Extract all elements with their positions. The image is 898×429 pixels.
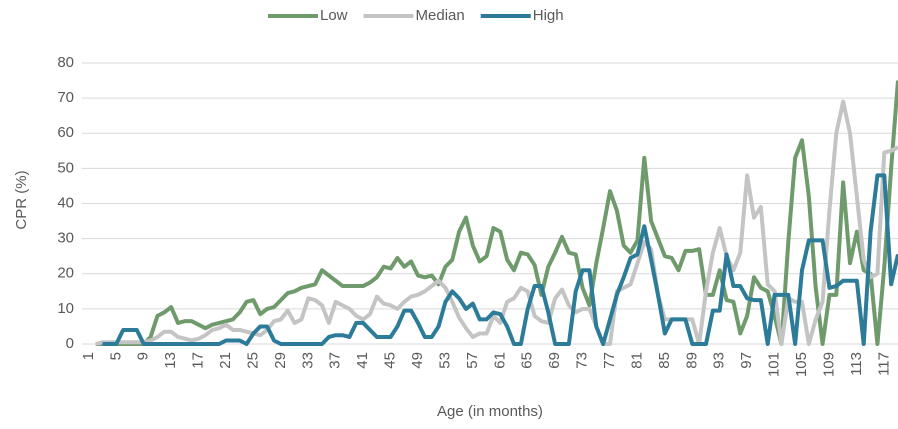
x-tick-label: 45 bbox=[382, 352, 399, 369]
x-tick-label: 93 bbox=[711, 352, 728, 369]
x-tick-label: 101 bbox=[766, 352, 783, 377]
x-tick-label: 65 bbox=[519, 352, 536, 369]
y-tick-label: 10 bbox=[57, 300, 74, 317]
x-tick-label: 61 bbox=[491, 352, 508, 369]
x-tick-label: 5 bbox=[107, 352, 124, 360]
x-tick-label: 117 bbox=[875, 352, 892, 376]
y-tick-label: 80 bbox=[57, 54, 74, 71]
x-tick-label: 81 bbox=[628, 352, 645, 369]
y-axis-title: CPR (%) bbox=[13, 170, 30, 229]
y-tick-label: 60 bbox=[57, 124, 74, 141]
line-series bbox=[102, 173, 898, 346]
y-tick-label: 0 bbox=[66, 335, 74, 352]
x-tick-label: 49 bbox=[409, 352, 426, 369]
x-tick-label: 13 bbox=[162, 352, 179, 369]
line-series bbox=[95, 80, 898, 346]
y-tick-label: 70 bbox=[57, 89, 74, 106]
legend-label: Low bbox=[320, 7, 348, 24]
y-tick-label: 30 bbox=[57, 230, 74, 247]
x-tick-label: 85 bbox=[656, 352, 673, 369]
line-series bbox=[95, 99, 898, 346]
x-tick-label: 17 bbox=[190, 352, 207, 369]
x-tick-label: 113 bbox=[848, 352, 865, 376]
x-tick-label: 29 bbox=[272, 352, 289, 369]
x-tick-label: 97 bbox=[738, 352, 755, 369]
legend-label: Median bbox=[416, 7, 465, 24]
y-tick-label: 40 bbox=[57, 194, 74, 211]
legend-label: High bbox=[533, 7, 564, 24]
x-tick-label: 89 bbox=[683, 352, 700, 369]
x-tick-label: 53 bbox=[436, 352, 453, 369]
x-tick-label: 21 bbox=[217, 352, 234, 369]
x-tick-label: 41 bbox=[354, 352, 371, 369]
x-tick-label: 73 bbox=[574, 352, 591, 369]
x-tick-label: 25 bbox=[244, 352, 261, 369]
x-tick-label: 69 bbox=[546, 352, 563, 369]
x-tick-label: 1 bbox=[80, 352, 97, 360]
y-tick-label: 20 bbox=[57, 265, 74, 282]
x-tick-label: 77 bbox=[601, 352, 618, 369]
x-tick-label: 9 bbox=[135, 352, 152, 360]
x-tick-label: 109 bbox=[820, 352, 837, 377]
x-tick-label: 33 bbox=[299, 352, 316, 369]
x-axis-title: Age (in months) bbox=[437, 403, 543, 420]
x-tick-label: 37 bbox=[327, 352, 344, 369]
x-tick-label: 105 bbox=[793, 352, 810, 377]
y-tick-label: 50 bbox=[57, 159, 74, 176]
x-tick-label: 57 bbox=[464, 352, 481, 369]
